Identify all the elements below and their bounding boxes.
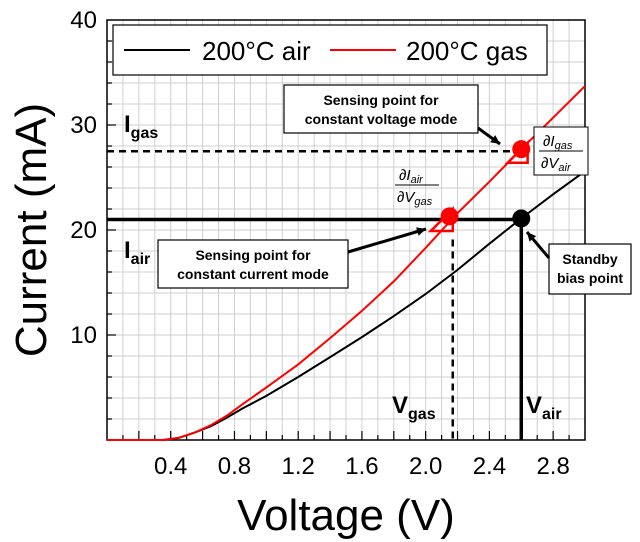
y-tick-label: 30 <box>70 112 97 139</box>
gas-point-constant-voltage <box>512 140 531 159</box>
text-annotations: 200°C air 200°C gas Sensing point for const… <box>112 24 632 423</box>
annotation-voltage-mode-box <box>283 84 479 134</box>
y-tick-label: 40 <box>70 7 97 34</box>
label-v-air: Vair <box>526 392 562 423</box>
grid <box>107 20 585 440</box>
legend: 200°C air 200°C gas <box>112 24 548 76</box>
gas-point-constant-current <box>440 207 459 226</box>
x-tick-label: 1.2 <box>282 453 315 480</box>
x-axis-label: Voltage (V) <box>237 491 455 540</box>
annotation-standby-box <box>548 243 632 295</box>
arrow-voltage-mode-head <box>490 135 500 144</box>
legend-label-air: 200°C air <box>202 36 311 66</box>
x-tick-label: 2.8 <box>536 453 569 480</box>
annotation-voltage-mode: Sensing point for constant voltage mode <box>283 84 479 134</box>
x-tick-label: 2.4 <box>473 453 506 480</box>
annotation-standby-line: bias point <box>557 270 623 286</box>
x-tick-label: 0.8 <box>218 453 251 480</box>
annotation-current-mode-box <box>157 239 349 289</box>
arrow-current-mode <box>347 227 427 254</box>
series-line-gas <box>107 85 586 441</box>
annotation-voltage-mode-line: constant voltage mode <box>305 111 458 127</box>
label-i-air: Iair <box>124 237 150 268</box>
annotation-current-mode-line: constant current mode <box>177 266 329 282</box>
arrow-standby-head <box>527 232 537 242</box>
fraction-left-denominator: ∂Vgas <box>397 189 433 208</box>
fraction-left: ∂Iair ∂Vgas <box>395 167 439 208</box>
y-axis-label: Current (mA) <box>7 103 56 357</box>
annotation-marks <box>427 139 531 233</box>
annotation-standby-line: Standby <box>562 251 617 267</box>
fraction-left-numerator: ∂Iair <box>399 167 424 186</box>
series-group <box>107 85 586 441</box>
label-i-gas: Igas <box>124 111 158 142</box>
annotation-standby: Standby bias point <box>548 243 632 295</box>
y-tick-label: 20 <box>70 217 97 244</box>
arrow-current-mode-head <box>416 227 426 236</box>
x-tick-label: 0.4 <box>154 453 187 480</box>
annotation-voltage-mode-line: Sensing point for <box>323 92 439 108</box>
label-v-gas: Vgas <box>392 392 436 423</box>
legend-label-gas: 200°C gas <box>406 36 528 66</box>
x-tick-label: 1.6 <box>345 453 378 480</box>
fraction-right: ∂Igas∂Vair <box>533 126 589 176</box>
annotation-current-mode: Sensing point for constant current mode <box>157 239 349 289</box>
annotation-current-mode-line: Sensing point for <box>195 247 311 263</box>
axes: 0.4 0.8 1.2 1.6 2.0 2.4 2.8 10 20 30 40 Voltage (V)… <box>7 7 586 540</box>
y-tick-label: 10 <box>70 322 97 349</box>
x-tick-label: 2.0 <box>409 453 442 480</box>
standby-bias-point <box>512 209 531 228</box>
